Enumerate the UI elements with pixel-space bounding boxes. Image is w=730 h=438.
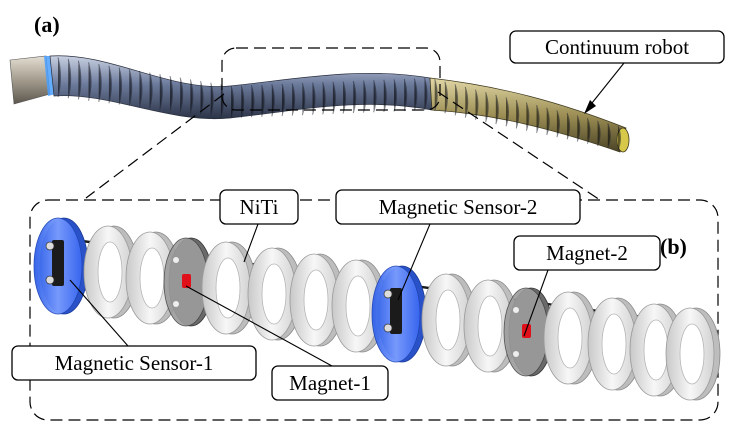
magnet-2-label-box <box>513 235 661 271</box>
assembly-sensor <box>33 217 89 315</box>
continuum-robot-illustration <box>9 55 630 153</box>
assembly-ring <box>201 241 257 335</box>
continuum-robot-leader <box>587 62 625 109</box>
continuum-robot-arrowhead <box>584 100 596 114</box>
assembly-ring <box>665 307 721 401</box>
magnet-1-label: Magnet-1 <box>289 371 371 395</box>
assembly-ring <box>421 273 477 367</box>
magnetic-sensor-1-leader <box>69 279 129 347</box>
continuum-robot-label: Continuum robot <box>545 35 689 59</box>
magnet-block <box>182 274 191 288</box>
magnetic-sensor-2-label: Magnetic Sensor-2 <box>379 195 538 219</box>
zoom-line-right <box>437 91 601 201</box>
magnetic-sensor-1-label-box <box>11 345 257 381</box>
assembly-magnet <box>163 237 214 327</box>
magnet-2-leader <box>523 269 549 337</box>
magnet-2-label: Magnet-2 <box>546 241 628 265</box>
panel-label-a: (a) <box>34 12 60 37</box>
assembly-ring <box>247 247 303 341</box>
assembly-sensor <box>371 265 427 363</box>
niti-label-box <box>219 189 299 225</box>
magnet-1-label-box <box>271 365 389 401</box>
robot-base <box>9 55 51 105</box>
magnet-1-leader <box>185 285 333 367</box>
exploded-assembly <box>33 217 721 401</box>
niti-leader <box>243 223 259 263</box>
magnet-block <box>522 324 531 338</box>
assembly-ring <box>543 291 599 385</box>
continuum-robot-label-box <box>509 30 725 64</box>
assembly-ring <box>83 225 139 319</box>
assembly-ring <box>331 259 387 353</box>
magnetic-sensor-2-label-box <box>335 189 581 225</box>
magnetic-sensor-2-leader <box>397 223 431 301</box>
zoom-line-left <box>85 93 225 199</box>
magnetic-sensor-1-label: Magnetic Sensor-1 <box>55 351 214 375</box>
panel-label-b: (b) <box>660 234 687 259</box>
assembly-ring <box>289 253 345 347</box>
niti-label: NiTi <box>240 195 279 219</box>
zoom-region <box>221 47 441 111</box>
